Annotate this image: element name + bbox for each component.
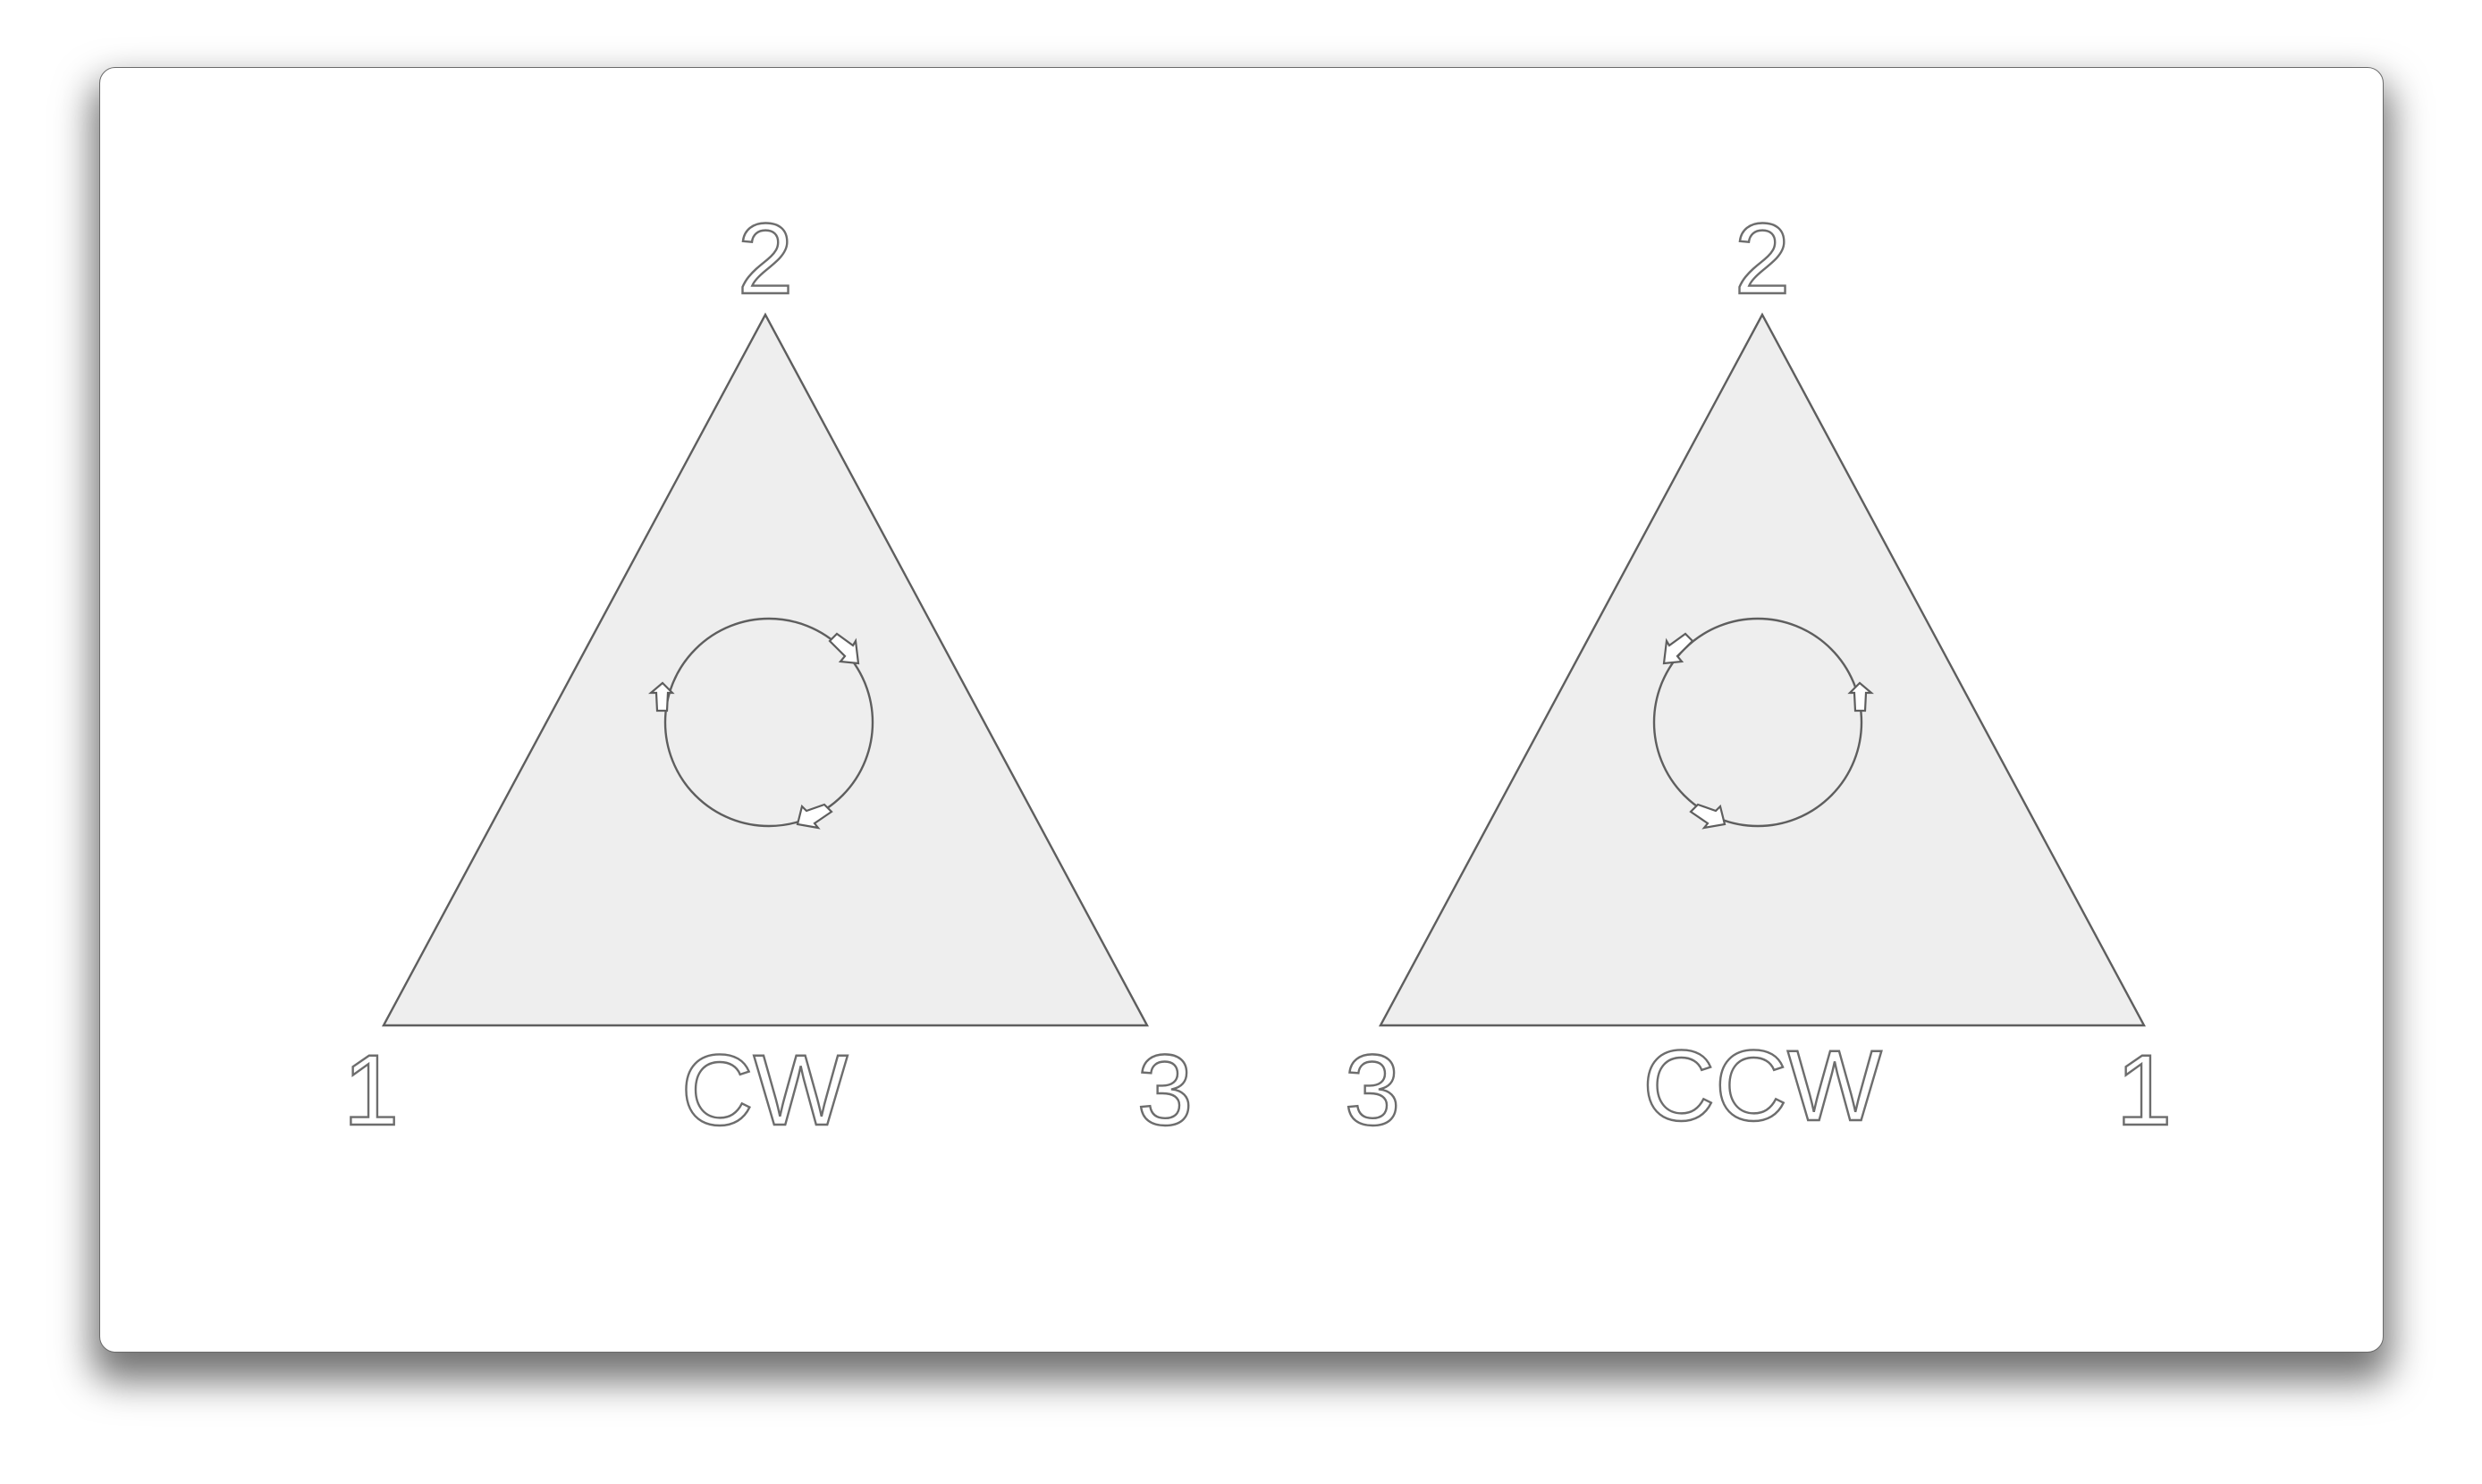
cw-vertex-label-left: 1 xyxy=(343,1034,399,1146)
ccw-vertex-label-right: 1 xyxy=(2116,1034,2172,1146)
ccw-rotation-arrow-1 xyxy=(1847,681,1875,712)
cw-vertex-label-right: 3 xyxy=(1137,1034,1193,1146)
ccw-caption: CCW xyxy=(1642,1030,1882,1142)
cw-triangle xyxy=(381,312,1150,1027)
cw-vertex-label-top: 2 xyxy=(738,203,793,315)
cw-caption: CW xyxy=(681,1034,848,1146)
ccw-vertex-label-top: 2 xyxy=(1735,203,1790,315)
ccw-rotation-arrow-3 xyxy=(1689,803,1726,830)
cw-rotation-arrow-1 xyxy=(647,681,675,712)
ccw-vertex-label-left: 3 xyxy=(1345,1034,1400,1146)
cw-diagram: 2 1 3 CW xyxy=(342,202,1195,1147)
cw-rotation-arrow-3 xyxy=(796,803,833,830)
ccw-diagram: 2 3 1 CCW xyxy=(1344,202,2174,1147)
cw-rotation-circle xyxy=(663,617,874,828)
ccw-triangle xyxy=(1378,312,2147,1027)
ccw-rotation-arrow-2 xyxy=(1662,632,1694,665)
cw-rotation-arrow-2 xyxy=(828,632,860,665)
diagram-card xyxy=(99,67,2384,1353)
ccw-rotation-circle xyxy=(1652,617,1863,828)
